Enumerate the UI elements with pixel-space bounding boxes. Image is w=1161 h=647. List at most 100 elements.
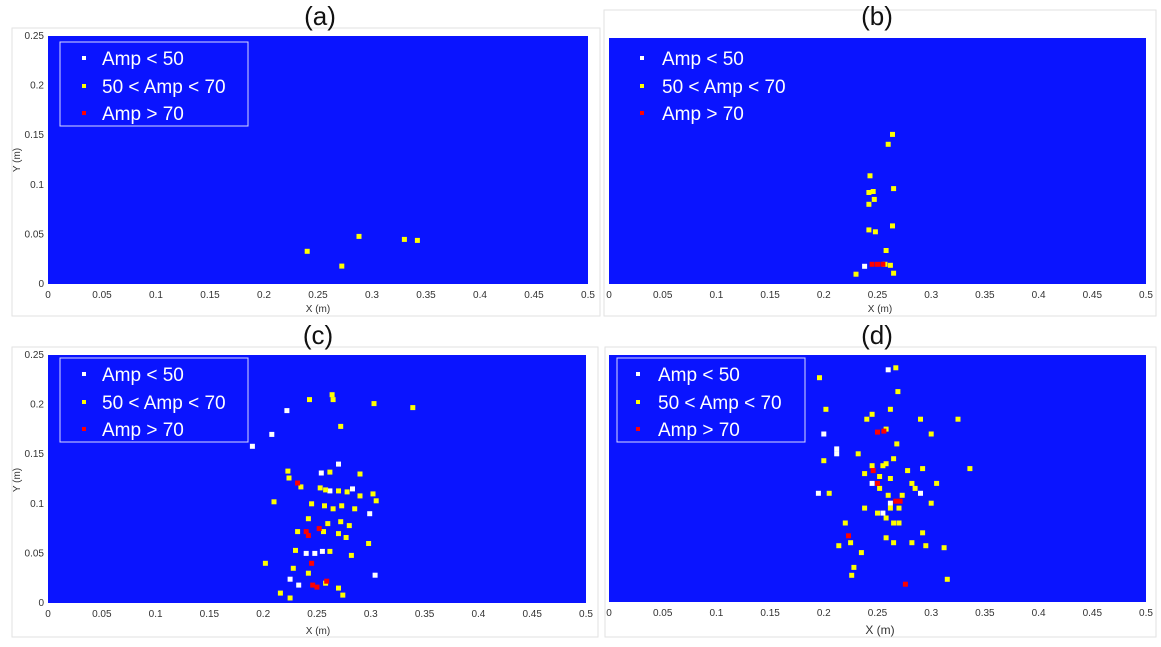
panel-b-point-high [880,261,886,267]
panel-c-point-mid [329,392,335,398]
panel-d-point-mid [955,416,961,422]
panel-d-legend-box [616,357,806,443]
panel-c-legend-marker-low [82,372,86,376]
panel-c-ytick-label: 0.2 [30,400,44,411]
panel-c-ytick-label: 0.25 [25,350,45,361]
panel-d-point-mid [875,510,880,516]
panel-d-xtick-label: 0.05 [653,608,673,619]
panel-c-point-mid [295,529,301,535]
panel-c-point-high [314,584,320,590]
panel-d: (d) 0 0.05 0.1 0.15 0.2 0.25 0.3 0.35 0.4 0.45 0.5… [604,320,1157,638]
panel-d-point-high [893,498,899,504]
panel-b-marks [853,131,897,277]
panel-b-legend-high: Amp > 70 [662,104,744,125]
panel-d-point-mid [817,375,822,381]
panel-d-legend: Amp < 50 50 < Amp < 70 Amp > 70 [616,357,806,443]
panel-d-point-mid [849,572,855,578]
panel-a: (a) 0 0.05 0.1 0.15 0.2 0.25 0.3 0.35 0.4 0.45 0.5… [11,1,601,317]
panel-d-point-mid [858,550,864,556]
panel-a-xtick-label: 0.25 [308,290,328,301]
panel-c-point-low [312,550,318,556]
panel-b-point-high [869,261,875,267]
panel-d-xtick-label: 0.45 [1083,608,1103,619]
panel-b-legend-mid: 50 < Amp < 70 [662,77,786,98]
panel-c-point-high [324,578,330,584]
panel-a-legend-marker-high [82,111,86,115]
panel-d-xtick-label: 0.1 [709,608,723,619]
panel-b-xtick-label: 0.1 [709,290,723,301]
panel-c-point-mid [343,535,349,540]
panel-b-xtick-label: 0.35 [975,290,995,301]
panel-b-xtick-label: 0.4 [1032,290,1046,301]
panel-c-legend-mid: 50 < Amp < 70 [102,393,226,414]
panel-c-point-low [367,511,373,517]
panel-d-point-low [880,510,886,516]
panel-c-point-high [303,529,309,535]
panel-d-point-mid [905,468,911,474]
panel-a-legend-low: Amp < 50 [102,49,184,70]
panel-c-point-low [318,470,324,476]
panel-b-point-mid [866,201,872,207]
panel-c-ticks: 0 0.05 0.1 0.15 0.2 0.25 0.3 0.35 0.4 0.45 0.5 0 0.0… [25,350,594,620]
panel-d-point-mid [877,485,883,491]
panel-c-point-mid [410,405,416,411]
panel-d-label: (d) [861,320,893,350]
panel-d-point-mid [836,543,842,549]
panel-b-xlabel: X (m) [868,304,892,315]
panel-b-label: (b) [861,1,893,31]
panel-c-point-mid [330,506,336,512]
panel-b-xtick-label: 0.15 [760,290,780,301]
panel-c-point-mid [271,499,277,505]
panel-b-point-mid [870,189,876,194]
panel-c-point-mid [371,401,377,407]
panel-a-plot-area [48,36,588,284]
panel-b-xtick-label: 0.25 [868,290,888,301]
panel-c-point-mid [338,423,344,429]
panel-b-point-mid [883,248,889,253]
panel-c-point-mid [327,548,333,554]
panel-d-point-mid [895,389,901,395]
panel-c-point-high [316,526,322,532]
panel-a-xtick-label: 0.1 [149,290,163,301]
panel-a-xtick-label: 0 [45,290,51,301]
panel-a-legend-high: Amp > 70 [102,104,184,125]
panel-c-xtick-label: 0.4 [471,609,485,620]
panel-c-legend-box [59,357,249,443]
panel-d-point-mid [967,466,973,472]
panel-d-xtick-label: 0.35 [975,608,995,619]
panel-a-xtick-label: 0.15 [200,290,220,301]
panel-d-point-mid [893,365,899,371]
panel-c-xtick-label: 0.25 [307,609,327,620]
panel-d-marks [815,365,973,587]
panel-b-point-mid [890,131,895,137]
panel-c-point-mid [336,531,341,537]
panel-d-point-low [834,446,840,452]
panel-b-legend-low: Amp < 50 [662,49,744,70]
panel-d-point-high [875,429,880,435]
panel-c-point-mid [277,590,283,596]
panel-d-legend-low: Amp < 50 [658,365,740,386]
panel-a-label: (a) [304,1,336,31]
panel-b-legend-marker-mid [640,84,644,88]
panel-d-point-mid [909,480,915,486]
panel-c-xtick-label: 0.5 [579,609,593,620]
panel-c-point-mid [285,468,291,474]
panel-a-legend-marker-mid [82,84,86,88]
panel-d-point-high [875,480,880,486]
panel-a-xtick-label: 0.35 [416,290,436,301]
panel-b-point-mid [872,229,878,235]
panel-d-point-mid [821,458,827,464]
panel-a-ytick-label: 0.15 [25,130,45,141]
panel-b-legend-marker-low [640,56,644,60]
panel-b-point-mid [887,262,893,268]
panel-c-point-mid [327,469,333,475]
panel-c-point-high [295,480,301,486]
panel-d-point-mid [864,416,870,422]
panel-d-point-mid [869,463,875,469]
panel-d-xtick-label: 0.5 [1139,608,1153,619]
panel-a-xtick-label: 0.45 [524,290,544,301]
panel-a-ylabel: Y (m) [12,148,23,172]
panel-c-point-mid [352,506,358,512]
panel-d-point-mid [887,406,893,412]
